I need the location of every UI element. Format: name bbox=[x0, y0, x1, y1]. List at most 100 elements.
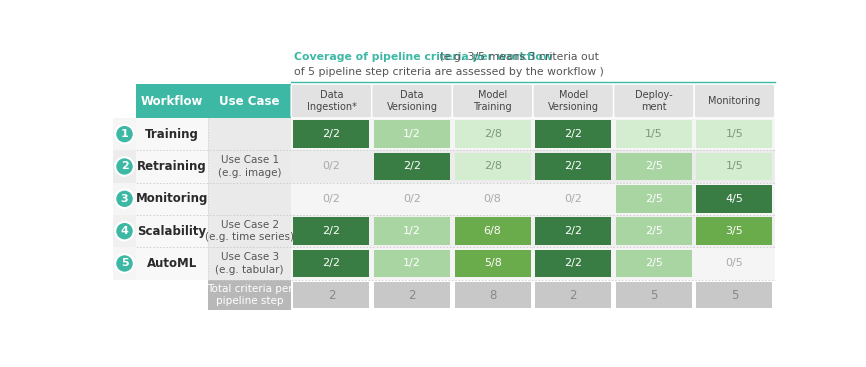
Text: 2/2: 2/2 bbox=[565, 129, 582, 139]
Bar bbox=[136, 84, 208, 118]
Text: Use Case 1
(e.g. image): Use Case 1 (e.g. image) bbox=[218, 155, 281, 178]
Text: 2/8: 2/8 bbox=[483, 129, 501, 139]
Text: 5: 5 bbox=[650, 288, 657, 302]
Bar bbox=[455, 217, 531, 245]
FancyBboxPatch shape bbox=[372, 84, 452, 118]
Bar bbox=[616, 250, 692, 277]
Bar bbox=[535, 153, 611, 180]
Text: 2: 2 bbox=[120, 161, 128, 171]
Bar bbox=[113, 183, 775, 215]
Text: (e.g. 3/5 means 3 criteria out: (e.g. 3/5 means 3 criteria out bbox=[436, 52, 598, 62]
Text: 0/2: 0/2 bbox=[322, 194, 340, 204]
FancyBboxPatch shape bbox=[613, 84, 695, 118]
Bar bbox=[136, 118, 208, 150]
Text: 2/5: 2/5 bbox=[645, 258, 662, 269]
Bar bbox=[616, 120, 692, 148]
Bar bbox=[374, 217, 450, 245]
Bar bbox=[208, 280, 291, 310]
Text: 2/2: 2/2 bbox=[322, 226, 340, 236]
Text: 2/5: 2/5 bbox=[645, 194, 662, 204]
Bar bbox=[113, 84, 775, 118]
Text: Retraining: Retraining bbox=[138, 160, 207, 173]
Bar bbox=[136, 183, 208, 215]
Text: Model
Training: Model Training bbox=[474, 90, 512, 112]
Text: 1/2: 1/2 bbox=[403, 258, 421, 269]
Text: Coverage of pipeline criteria per workflow: Coverage of pipeline criteria per workfl… bbox=[294, 52, 553, 62]
Bar bbox=[113, 215, 775, 247]
Bar bbox=[374, 282, 450, 308]
Bar bbox=[455, 282, 531, 308]
Text: 5: 5 bbox=[731, 288, 738, 302]
Bar bbox=[208, 118, 291, 215]
Circle shape bbox=[115, 222, 134, 240]
Text: Use Case 2
(e.g. time series): Use Case 2 (e.g. time series) bbox=[205, 220, 294, 242]
Text: 2: 2 bbox=[327, 288, 335, 302]
Bar bbox=[696, 153, 772, 180]
Text: 2: 2 bbox=[570, 288, 577, 302]
Circle shape bbox=[115, 125, 134, 143]
Text: Total criteria per
pipeline step: Total criteria per pipeline step bbox=[207, 284, 293, 306]
Text: 6/8: 6/8 bbox=[484, 226, 501, 236]
Text: 2/2: 2/2 bbox=[322, 129, 340, 139]
Bar bbox=[696, 217, 772, 245]
Text: 1/5: 1/5 bbox=[645, 129, 662, 139]
Text: 2/8: 2/8 bbox=[483, 161, 501, 171]
Bar bbox=[113, 118, 775, 150]
Bar bbox=[696, 120, 772, 148]
Text: Workflow: Workflow bbox=[141, 95, 204, 108]
Bar bbox=[455, 250, 531, 277]
Text: 1/5: 1/5 bbox=[726, 161, 743, 171]
Text: 1: 1 bbox=[120, 129, 128, 139]
Text: 2/2: 2/2 bbox=[565, 258, 582, 269]
Bar bbox=[208, 247, 291, 280]
Text: 2/5: 2/5 bbox=[645, 161, 662, 171]
Text: 1/5: 1/5 bbox=[726, 129, 743, 139]
Text: AutoML: AutoML bbox=[147, 257, 197, 270]
Bar bbox=[374, 250, 450, 277]
Text: 5/8: 5/8 bbox=[484, 258, 501, 269]
FancyBboxPatch shape bbox=[291, 84, 372, 118]
Text: Monitoring: Monitoring bbox=[708, 96, 760, 106]
Text: 5: 5 bbox=[120, 258, 128, 269]
Bar bbox=[455, 120, 531, 148]
Bar bbox=[113, 150, 775, 183]
Text: 0/2: 0/2 bbox=[565, 194, 582, 204]
Bar bbox=[294, 250, 370, 277]
Bar bbox=[113, 247, 775, 280]
Text: 2/5: 2/5 bbox=[645, 226, 662, 236]
FancyBboxPatch shape bbox=[452, 84, 533, 118]
Circle shape bbox=[115, 190, 134, 208]
Bar bbox=[535, 282, 611, 308]
Circle shape bbox=[115, 254, 134, 273]
Text: Use Case: Use Case bbox=[219, 95, 280, 108]
Circle shape bbox=[115, 157, 134, 176]
Bar bbox=[535, 120, 611, 148]
Text: of 5 pipeline step criteria are assessed by the workflow ): of 5 pipeline step criteria are assessed… bbox=[294, 67, 604, 77]
Bar bbox=[616, 282, 692, 308]
Bar bbox=[455, 153, 531, 180]
Text: 0/8: 0/8 bbox=[484, 194, 501, 204]
Bar bbox=[616, 153, 692, 180]
Bar bbox=[616, 185, 692, 212]
Text: 8: 8 bbox=[489, 288, 496, 302]
FancyBboxPatch shape bbox=[533, 84, 613, 118]
Bar bbox=[136, 215, 208, 247]
Text: Use Case 3
(e.g. tabular): Use Case 3 (e.g. tabular) bbox=[216, 252, 284, 275]
Bar bbox=[294, 217, 370, 245]
Text: Model
Versioning: Model Versioning bbox=[548, 90, 598, 112]
Text: 2/2: 2/2 bbox=[322, 258, 340, 269]
Text: 3: 3 bbox=[120, 194, 128, 204]
Text: 3/5: 3/5 bbox=[726, 226, 743, 236]
Text: 0/2: 0/2 bbox=[322, 161, 340, 171]
Bar bbox=[696, 282, 772, 308]
Text: 1/2: 1/2 bbox=[403, 129, 421, 139]
Text: 4: 4 bbox=[120, 226, 128, 236]
Bar bbox=[136, 247, 208, 280]
Bar bbox=[374, 120, 450, 148]
Text: Training: Training bbox=[145, 128, 199, 141]
Bar bbox=[535, 217, 611, 245]
Text: 0/2: 0/2 bbox=[403, 194, 421, 204]
Text: 2/2: 2/2 bbox=[565, 161, 582, 171]
Text: Deploy-
ment: Deploy- ment bbox=[635, 90, 673, 112]
Bar bbox=[294, 282, 370, 308]
